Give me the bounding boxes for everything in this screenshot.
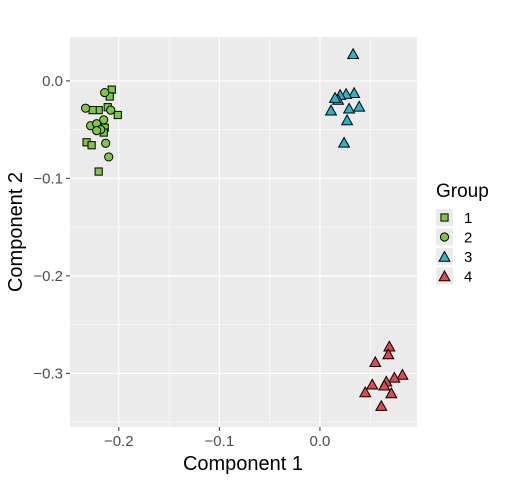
point-group-3 [347,86,361,98]
point-group-3 [346,47,360,59]
y-tick-label: 0.0 [42,73,63,90]
legend-label-2: 2 [464,230,472,247]
plot-panel [70,37,417,427]
point-group-2 [100,87,110,98]
x-tick-label: −0.2 [104,433,134,450]
legend-label-4: 4 [464,269,472,286]
y-tick-label: −0.1 [33,170,63,187]
legend-marker-4 [438,269,451,282]
point-group-3 [337,136,351,148]
x-axis-ticks: −0.2 −0.1 0.0 [104,427,330,450]
point-group-2 [80,103,91,113]
point-group-3 [324,104,338,116]
point-group-1 [87,141,96,150]
legend-label-1: 1 [464,210,472,227]
legend-title: Group [436,181,489,202]
point-group-1 [94,167,103,176]
point-group-4 [365,378,379,390]
point-group-1 [113,110,122,120]
point-group-2 [101,138,111,148]
point-group-2 [92,126,102,136]
point-group-4 [388,371,401,383]
point-group-2 [99,115,109,125]
point-group-2 [104,152,114,162]
y-tick-label: −0.2 [33,268,63,285]
point-group-4 [358,386,372,398]
point-group-3 [352,100,366,112]
point-group-4 [375,399,388,411]
point-group-4 [396,368,409,380]
x-tick-label: −0.1 [205,433,235,450]
point-group-4 [385,387,398,399]
y-axis-ticks: 0.0 −0.1 −0.2 −0.3 [33,73,70,382]
point-group-3 [340,114,354,126]
x-axis-title: Component 1 [183,453,303,475]
point-group-2 [106,105,116,115]
legend-label-3: 3 [464,249,472,266]
legend: Group 1 2 3 4 [436,181,489,286]
data-points [80,47,409,411]
point-group-4 [369,355,382,368]
gridlines [70,37,417,427]
point-group-4 [378,379,391,391]
point-group-3 [328,91,342,103]
point-group-3 [342,102,356,114]
y-tick-label: −0.3 [33,365,63,382]
x-tick-label: 0.0 [310,433,331,450]
legend-marker-3 [438,250,451,262]
point-group-4 [382,348,395,360]
legend-marker-2 [439,232,450,242]
legend-marker-1 [440,213,449,222]
y-axis-title: Component 2 [5,172,27,292]
